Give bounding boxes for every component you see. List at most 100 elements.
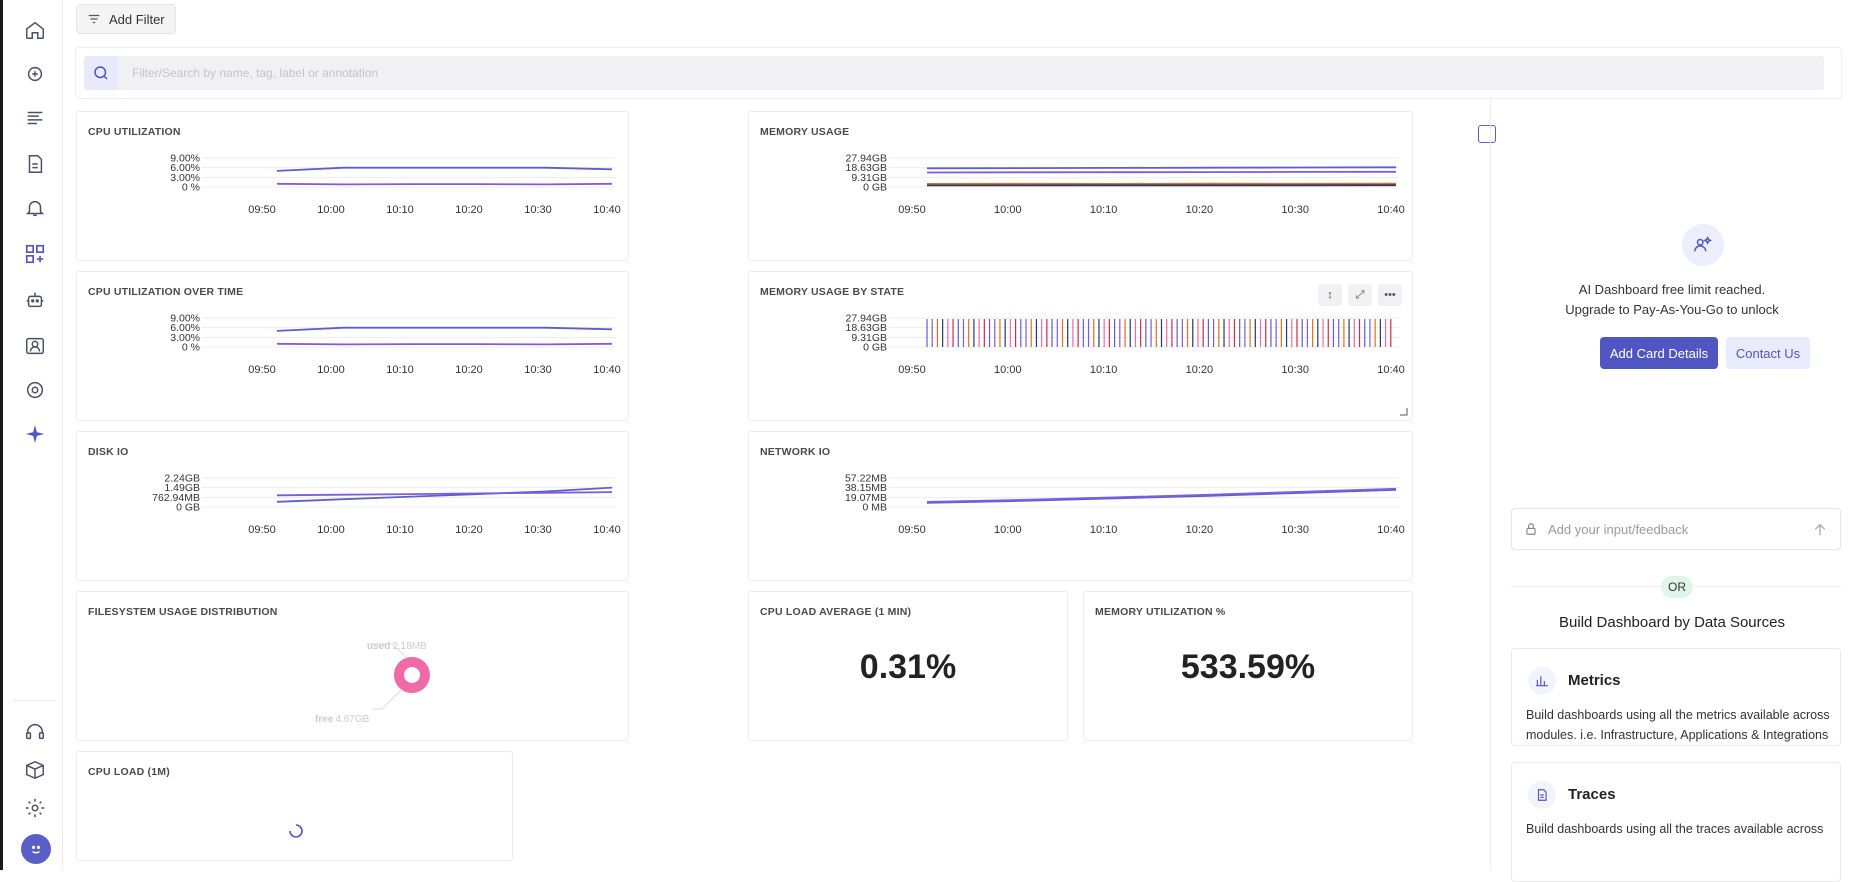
y-tick-label: 0 %: [182, 342, 200, 354]
card-title: CPU LOAD (1M): [88, 766, 170, 778]
x-tick-label: 09:50: [248, 204, 276, 216]
add-card-details-button[interactable]: Add Card Details: [1600, 337, 1718, 369]
cpu-load-average-card: CPU LOAD AVERAGE (1 MIN) 0.31%: [748, 591, 1068, 741]
x-tick-label: 10:00: [994, 524, 1022, 536]
x-tick-label: 10:20: [455, 524, 483, 536]
x-tick-label: 10:20: [1186, 524, 1214, 536]
source-card-traces[interactable]: Traces Build dashboards using all the tr…: [1511, 762, 1841, 882]
limit-message: AI Dashboard free limit reached.: [1491, 282, 1853, 297]
x-tick-label: 10:20: [1186, 364, 1214, 376]
y-tick-label: 0 GB: [863, 182, 887, 194]
series-line: [277, 184, 612, 185]
feedback-input[interactable]: [1548, 522, 1798, 537]
add-filter-label: Add Filter: [109, 12, 165, 27]
logs-icon[interactable]: [21, 104, 49, 132]
document-icon[interactable]: [21, 150, 49, 178]
series-line: [277, 168, 612, 171]
series-line: [277, 344, 612, 345]
contact-us-button[interactable]: Contact Us: [1726, 337, 1810, 369]
dashboards-icon[interactable]: [21, 240, 49, 268]
source-card-metrics[interactable]: Metrics Build dashboards using all the m…: [1511, 648, 1841, 746]
settings-icon[interactable]: [21, 794, 49, 822]
search-input[interactable]: [118, 66, 1718, 80]
settings-gear-icon[interactable]: [21, 376, 49, 404]
loading-spinner-icon: [289, 824, 303, 838]
x-tick-label: 10:10: [386, 364, 414, 376]
user-monitor-icon[interactable]: [21, 332, 49, 360]
alerts-icon[interactable]: [21, 194, 49, 222]
x-tick-label: 10:30: [1281, 364, 1309, 376]
sparkle-icon[interactable]: [21, 420, 49, 448]
services-icon[interactable]: [21, 60, 49, 88]
ai-assistant-icon: [1682, 224, 1724, 266]
source-description: Build dashboards using all the metrics a…: [1526, 705, 1831, 745]
x-tick-label: 10:40: [593, 524, 621, 536]
y-tick-label: 0 GB: [863, 342, 887, 354]
search-icon[interactable]: [84, 56, 118, 90]
resize-handle-icon[interactable]: [1400, 408, 1408, 416]
build-dashboard-title: Build Dashboard by Data Sources: [1491, 614, 1853, 631]
x-tick-label: 10:00: [994, 204, 1022, 216]
x-tick-label: 10:40: [1377, 364, 1405, 376]
cpu-load-card: CPU LOAD (1M): [76, 751, 513, 861]
x-tick-label: 10:00: [317, 204, 345, 216]
send-arrow-icon[interactable]: [1810, 520, 1830, 540]
x-tick-label: 10:10: [1090, 524, 1118, 536]
x-tick-label: 10:10: [1090, 204, 1118, 216]
robot-icon[interactable]: [21, 286, 49, 314]
source-description: Build dashboards using all the traces av…: [1526, 819, 1831, 839]
x-tick-label: 09:50: [898, 364, 926, 376]
x-tick-label: 09:50: [248, 364, 276, 376]
y-tick-label: 0 %: [182, 182, 200, 194]
series-line: [927, 172, 1396, 173]
traces-document-icon: [1528, 781, 1556, 809]
card-title: MEMORY UTILIZATION %: [1095, 606, 1225, 618]
support-headset-icon[interactable]: [21, 718, 49, 746]
add-filter-button[interactable]: Add Filter: [76, 4, 176, 34]
filter-icon: [87, 12, 101, 26]
cpu-load-average-value: 0.31%: [749, 648, 1067, 687]
series-line: [927, 489, 1396, 502]
x-tick-label: 10:00: [317, 364, 345, 376]
home-icon[interactable]: [21, 16, 49, 44]
x-tick-label: 10:30: [1281, 204, 1309, 216]
x-tick-label: 10:40: [1377, 524, 1405, 536]
lock-icon: [1524, 522, 1538, 536]
or-badge: OR: [1661, 576, 1693, 598]
x-tick-label: 10:30: [524, 204, 552, 216]
search-bar: [84, 56, 1824, 90]
main-content: Add Filter CPU UTILIZATION 9.00%6.00%3.0…: [64, 0, 1853, 870]
chart-icon: [1528, 667, 1556, 695]
pie-hole: [404, 667, 420, 683]
y-tick-label: 0 MB: [862, 502, 887, 514]
x-tick-label: 10:40: [593, 204, 621, 216]
pie-leader-line: [372, 689, 402, 709]
sidebar: [3, 0, 63, 870]
y-tick-label: 0 GB: [176, 502, 200, 514]
x-tick-label: 10:10: [386, 204, 414, 216]
x-tick-label: 10:30: [1281, 524, 1309, 536]
cpu-utilization-over-time-card: CPU UTILIZATION OVER TIME 9.00%6.00%3.00…: [76, 271, 629, 421]
series-line: [927, 167, 1396, 168]
package-icon[interactable]: [21, 756, 49, 784]
x-tick-label: 09:50: [248, 524, 276, 536]
x-tick-label: 10:00: [994, 364, 1022, 376]
source-title: Traces: [1568, 786, 1616, 803]
x-tick-label: 09:50: [898, 524, 926, 536]
avatar[interactable]: [21, 834, 51, 864]
sidebar-divider: [13, 700, 55, 701]
x-tick-label: 10:10: [386, 524, 414, 536]
